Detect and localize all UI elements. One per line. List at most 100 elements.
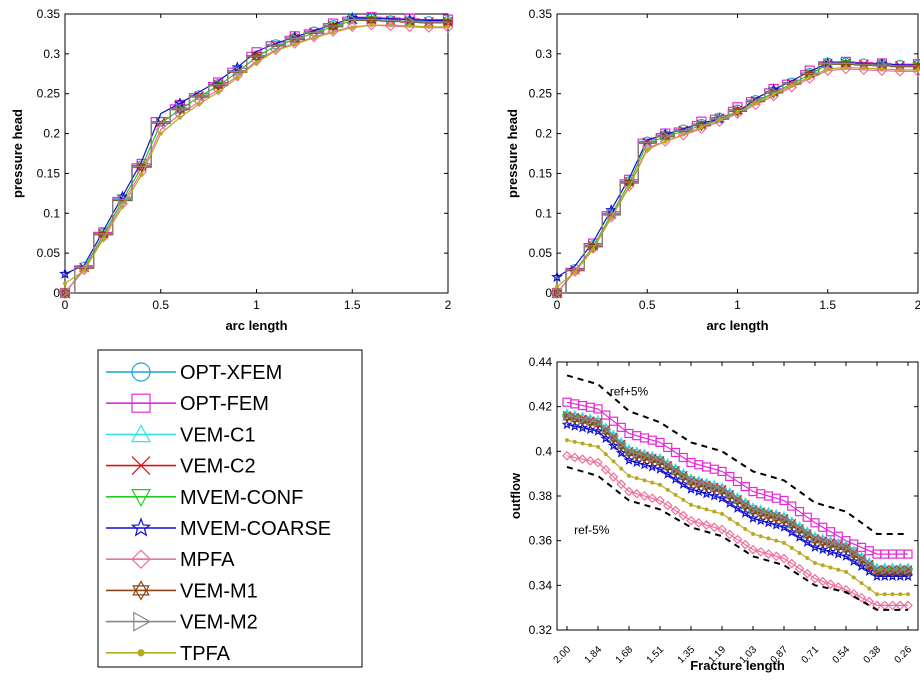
legend-label: OPT-FEM	[180, 393, 269, 415]
data-point	[196, 102, 202, 107]
data-point	[679, 470, 689, 481]
data-point	[654, 463, 666, 474]
circle-marker-icon	[131, 362, 151, 382]
legend-label: VEM-M2	[180, 612, 258, 634]
data-point	[693, 517, 704, 528]
data-point	[887, 570, 898, 582]
data-point	[842, 542, 852, 553]
data-point	[701, 488, 712, 499]
data-point	[593, 457, 603, 468]
data-point	[735, 521, 740, 526]
data-point	[366, 19, 377, 31]
data-point	[591, 247, 596, 252]
data-point	[755, 546, 766, 557]
data-point	[655, 437, 665, 447]
data-point	[856, 560, 867, 571]
data-point	[62, 281, 68, 286]
data-point	[327, 26, 339, 37]
data-point	[605, 211, 617, 223]
series-line	[566, 374, 908, 535]
data-point	[825, 546, 836, 557]
data-point	[828, 565, 833, 570]
data-point	[786, 558, 797, 569]
data-point	[670, 505, 681, 516]
data-point	[732, 534, 743, 545]
data-point	[823, 57, 834, 69]
legend-entry-mvem-coarse: MVEM-COARSE	[106, 517, 331, 540]
data-point	[670, 473, 681, 484]
data-point	[609, 431, 619, 442]
series-vem-m2	[60, 14, 448, 299]
data-point	[641, 142, 653, 154]
data-point	[786, 526, 798, 537]
series-mpfa	[562, 450, 913, 611]
data-point	[601, 424, 611, 435]
y-axis-label: pressure head	[10, 109, 25, 198]
data-point	[803, 528, 813, 539]
data-point	[794, 563, 805, 574]
data-point	[890, 592, 895, 597]
y-tick-label: 0.2	[535, 127, 552, 141]
data-point	[619, 466, 624, 471]
star-marker-icon	[130, 517, 152, 537]
data-point	[445, 24, 451, 29]
data-point	[718, 484, 728, 495]
legend-label: TPFA	[180, 643, 231, 665]
data-point	[647, 493, 658, 504]
data-point	[426, 24, 431, 29]
data-point	[743, 526, 748, 531]
data-point	[749, 504, 759, 515]
data-point	[771, 551, 782, 562]
data-point	[802, 568, 813, 579]
data-point	[751, 531, 755, 536]
data-point	[608, 440, 619, 451]
y-tick-label: 0.36	[529, 534, 553, 548]
data-point	[624, 486, 634, 497]
data-point	[600, 432, 612, 444]
data-point	[290, 33, 301, 45]
data-point	[594, 417, 604, 428]
data-point	[856, 592, 867, 603]
data-point	[331, 30, 336, 35]
data-point	[820, 563, 825, 568]
data-point	[741, 499, 751, 510]
data-point	[270, 44, 281, 56]
data-point	[551, 270, 563, 283]
legend-label: VEM-C1	[180, 424, 256, 446]
data-point	[552, 287, 563, 299]
data-point	[611, 459, 616, 464]
y-tick-label: 0.44	[529, 355, 553, 369]
data-point	[678, 452, 688, 463]
data-point	[593, 404, 603, 414]
data-point	[724, 497, 736, 508]
data-point	[615, 447, 627, 458]
data-point	[753, 101, 758, 106]
x-axis-label: arc length	[225, 318, 287, 333]
data-point	[585, 455, 596, 466]
x-tick-label: 0.38	[862, 644, 884, 666]
data-point	[681, 497, 686, 502]
data-point	[778, 521, 790, 532]
y-tick-label: 0.35	[37, 7, 61, 21]
data-point	[748, 544, 758, 555]
data-point	[177, 115, 182, 120]
data-point	[859, 581, 864, 586]
data-point	[747, 512, 759, 523]
data-point	[764, 508, 774, 519]
data-point-part	[213, 82, 224, 92]
data-point	[758, 534, 763, 539]
data-point	[717, 466, 727, 477]
data-point	[632, 448, 642, 459]
data-point	[693, 485, 705, 497]
data-point	[673, 492, 678, 497]
data-point	[779, 553, 789, 564]
series-line	[65, 19, 448, 294]
data-point	[572, 270, 578, 275]
data-point	[663, 139, 668, 144]
data-point	[588, 443, 593, 448]
data-point	[849, 547, 859, 558]
series-line	[566, 466, 908, 611]
legend-entry-vem-c1: VEM-C1	[106, 424, 256, 446]
data-point	[569, 452, 580, 463]
data-point	[825, 66, 830, 72]
